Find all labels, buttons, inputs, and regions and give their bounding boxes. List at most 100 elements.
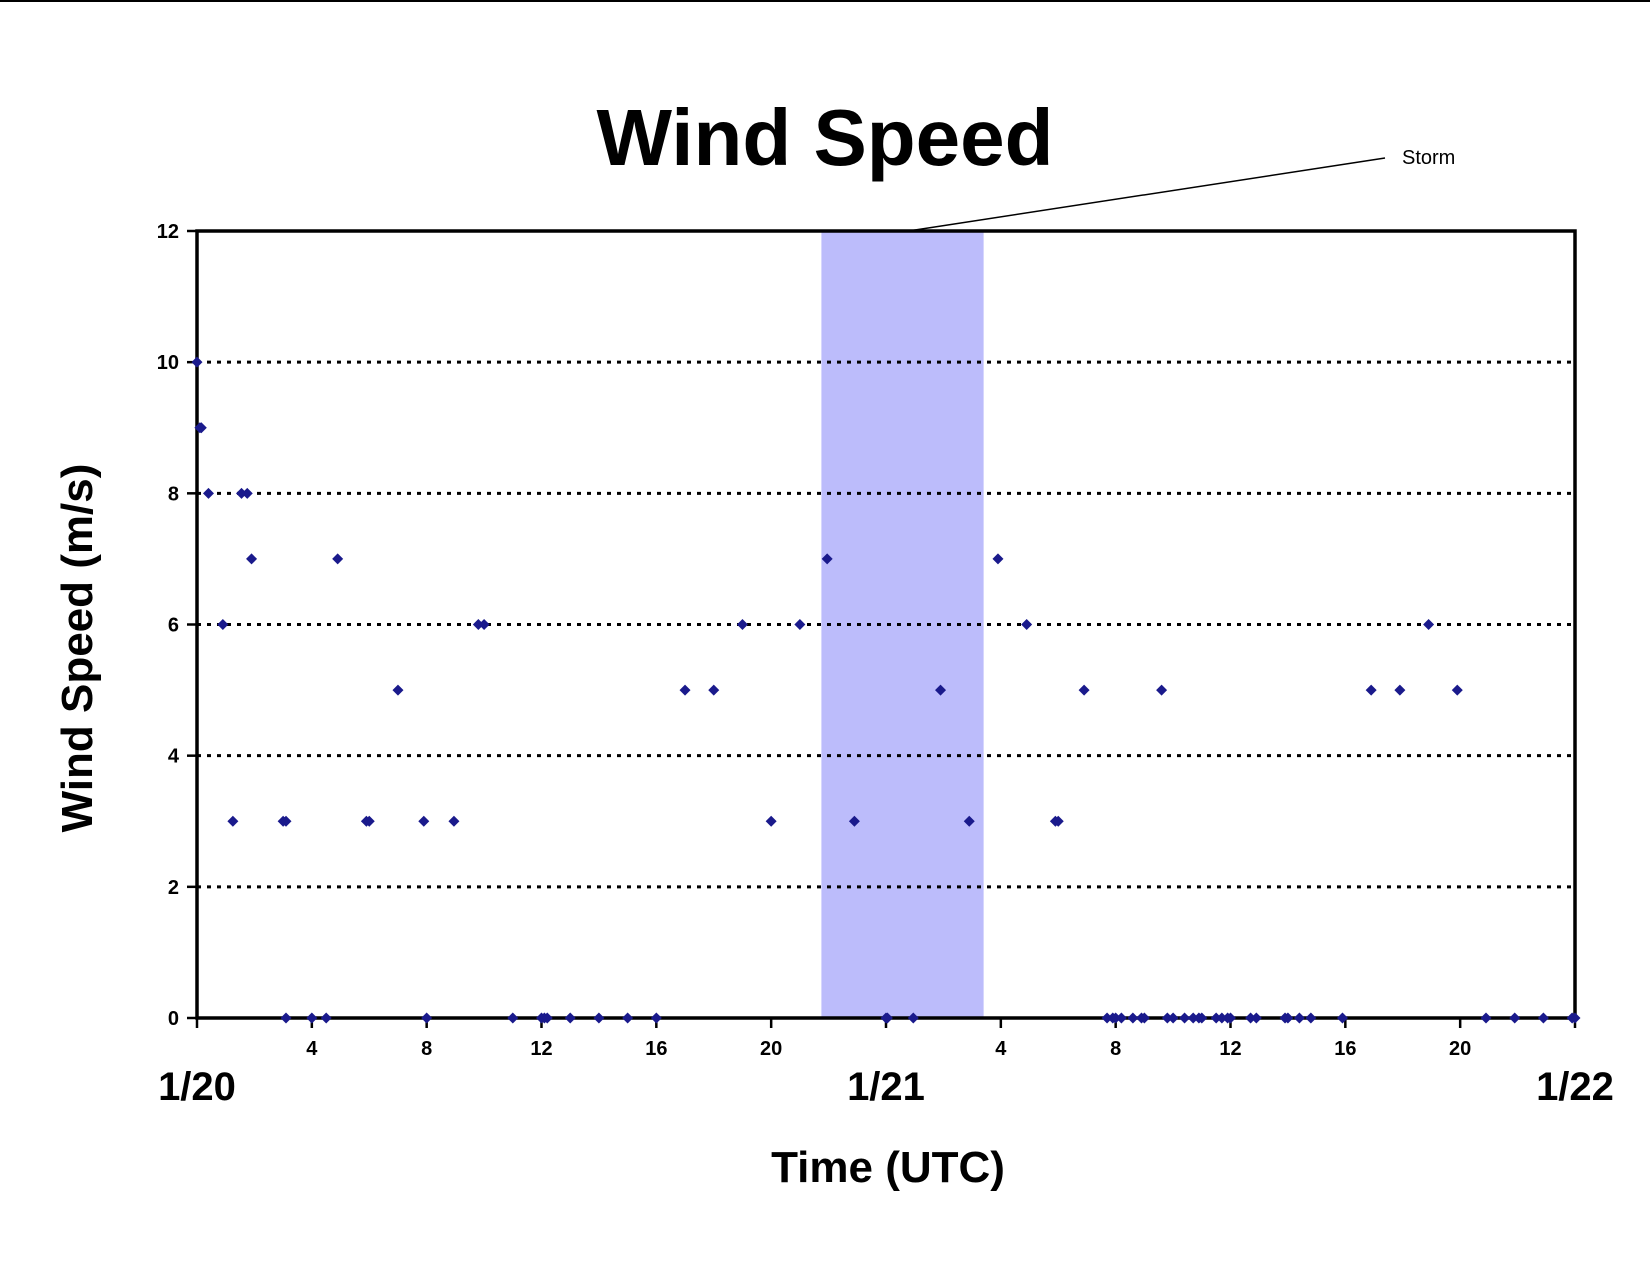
data-points — [191, 356, 1581, 1024]
data-point — [736, 619, 748, 630]
y-tick-label: 10 — [157, 352, 179, 374]
x-tick-label: 12 — [530, 1038, 552, 1060]
x-axis-ticks: 4 8 12 16 20 4 8 12 16 20 — [195, 1018, 1577, 1060]
date-labels: 1/20 1/21 1/22 — [158, 1065, 1614, 1109]
y-tick-label: 0 — [168, 1008, 179, 1030]
x-tick-label: 16 — [645, 1038, 667, 1060]
data-point — [1569, 1012, 1581, 1024]
data-point — [1394, 684, 1406, 696]
data-point — [1225, 1012, 1236, 1024]
data-point — [679, 684, 691, 696]
y-axis-label: Wind Speed (m/s) — [53, 464, 102, 833]
y-tick-label: 4 — [168, 746, 180, 768]
data-point — [907, 1012, 919, 1024]
data-point — [280, 1012, 292, 1024]
data-point — [241, 487, 253, 499]
storm-label: Storm — [1402, 147, 1455, 169]
data-point — [478, 619, 490, 630]
data-point — [794, 619, 806, 630]
data-point — [507, 1012, 519, 1024]
data-point — [1161, 1012, 1173, 1024]
data-point — [1167, 1012, 1179, 1024]
x-tick-label: 8 — [421, 1038, 432, 1060]
data-point — [650, 1012, 662, 1024]
data-point — [246, 553, 258, 565]
y-tick-label: 12 — [157, 221, 179, 243]
top-border-line — [0, 0, 1650, 2]
data-point — [1509, 1012, 1521, 1024]
data-point — [448, 815, 460, 827]
data-point — [392, 684, 404, 696]
data-point — [280, 815, 292, 827]
data-point — [1423, 619, 1435, 630]
data-point — [1336, 1012, 1348, 1024]
x-tick-label: 20 — [760, 1038, 782, 1060]
x-tick-label: 4 — [306, 1038, 318, 1060]
data-point — [622, 1012, 634, 1024]
data-point — [1451, 684, 1463, 696]
data-point — [195, 422, 207, 434]
data-point — [227, 815, 239, 827]
data-point — [1282, 1012, 1294, 1024]
y-axis-ticks: 0 2 4 6 8 10 12 — [157, 221, 197, 1030]
data-point — [935, 684, 947, 696]
y-tick-label: 2 — [168, 877, 179, 899]
data-point — [848, 815, 860, 827]
data-point — [881, 1012, 893, 1024]
data-point — [1537, 1012, 1549, 1024]
data-point — [418, 815, 430, 827]
x-tick-label: 4 — [995, 1038, 1007, 1060]
data-point — [593, 1012, 605, 1024]
data-point — [1052, 815, 1064, 827]
data-point — [1115, 1012, 1127, 1024]
data-point — [1480, 1012, 1492, 1024]
data-point — [421, 1012, 433, 1024]
data-point — [472, 619, 484, 630]
date-label: 1/21 — [847, 1065, 925, 1109]
data-point — [1101, 1012, 1113, 1024]
data-point — [963, 815, 975, 827]
data-point — [564, 1012, 576, 1024]
data-point — [1078, 684, 1090, 696]
data-point — [765, 815, 777, 827]
x-tick-label: 16 — [1334, 1038, 1356, 1060]
data-point — [1250, 1012, 1262, 1024]
data-point — [541, 1012, 553, 1024]
data-point — [1245, 1012, 1257, 1024]
date-label: 1/20 — [158, 1065, 236, 1109]
data-point — [821, 553, 833, 565]
data-point — [306, 1012, 318, 1024]
data-point — [1187, 1012, 1199, 1024]
y-tick-label: 6 — [168, 615, 179, 637]
x-tick-label: 8 — [1110, 1038, 1121, 1060]
storm-callout-line — [908, 157, 1386, 232]
data-point — [1210, 1012, 1222, 1024]
data-point — [332, 553, 344, 565]
chart-title: Wind Speed — [596, 93, 1053, 182]
x-tick-label: 20 — [1449, 1038, 1471, 1060]
data-point — [1216, 1012, 1228, 1024]
data-point — [992, 553, 1004, 565]
data-point — [1179, 1012, 1191, 1024]
data-point — [363, 815, 375, 827]
data-point — [1156, 684, 1168, 696]
data-point — [1293, 1012, 1305, 1024]
data-point — [235, 487, 247, 499]
data-point — [1138, 1012, 1150, 1024]
data-point — [1305, 1012, 1317, 1024]
data-point — [202, 487, 214, 499]
data-point — [1365, 684, 1377, 696]
data-point — [1196, 1012, 1208, 1024]
data-point — [1127, 1012, 1139, 1024]
y-tick-label: 8 — [168, 483, 179, 505]
data-point — [191, 356, 203, 368]
x-axis-label: Time (UTC) — [771, 1143, 1005, 1192]
data-point — [320, 1012, 332, 1024]
date-label: 1/22 — [1536, 1065, 1614, 1109]
data-point — [708, 684, 720, 696]
data-point — [1021, 619, 1033, 630]
data-point — [1110, 1012, 1122, 1024]
data-point — [217, 619, 229, 630]
x-tick-label: 12 — [1219, 1038, 1241, 1060]
